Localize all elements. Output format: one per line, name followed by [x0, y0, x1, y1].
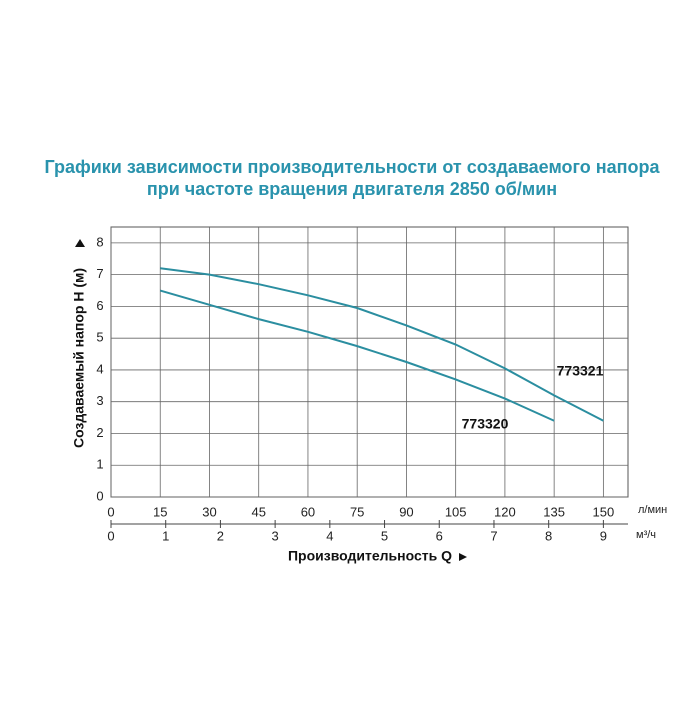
series-label: 773321: [557, 363, 604, 379]
x-tick-label: 30: [202, 504, 216, 519]
x2-tick-label: 8: [545, 528, 552, 543]
x2-tick-label: 7: [490, 528, 497, 543]
x-tick-label: 135: [543, 504, 565, 519]
x2-unit: м³/ч: [636, 529, 656, 541]
series-label: 773320: [462, 416, 509, 432]
chart-title: Графики зависимости производительности о…: [44, 157, 660, 177]
x-tick-label: 150: [593, 504, 615, 519]
y-tick-label: 8: [96, 234, 103, 249]
y-tick-label: 0: [96, 488, 103, 503]
x2-tick-label: 4: [326, 528, 333, 543]
x-tick-label: 90: [399, 504, 413, 519]
x2-tick-label: 6: [436, 528, 443, 543]
y-tick-label: 1: [96, 457, 103, 472]
y-axis-arrow: [75, 239, 85, 247]
x-axis-arrow: [459, 553, 467, 561]
x2-tick-label: 9: [600, 528, 607, 543]
x-unit: л/мин: [638, 504, 667, 516]
x-tick-label: 75: [350, 504, 364, 519]
x-tick-label: 60: [301, 504, 315, 519]
chart-title: при частоте вращения двигателя 2850 об/м…: [147, 179, 557, 199]
y-tick-label: 3: [96, 393, 103, 408]
x2-tick-label: 3: [272, 528, 279, 543]
x-tick-label: 0: [107, 504, 114, 519]
y-tick-label: 2: [96, 425, 103, 440]
x-tick-label: 105: [445, 504, 467, 519]
plot-frame: [110, 226, 629, 498]
x2-tick-label: 1: [162, 528, 169, 543]
x2-tick-label: 2: [217, 528, 224, 543]
x2-tick-label: 5: [381, 528, 388, 543]
series-line: [159, 289, 555, 422]
x-tick-label: 45: [251, 504, 265, 519]
y-axis-label: Создаваемый напор H (м): [71, 268, 87, 448]
series-line: [160, 267, 604, 422]
x-tick-label: 120: [494, 504, 516, 519]
x2-tick-label: 0: [107, 528, 114, 543]
y-tick-label: 4: [96, 361, 103, 376]
x-axis-label: Производительность Q: [288, 548, 452, 564]
y-tick-label: 7: [96, 266, 103, 281]
y-tick-label: 6: [96, 298, 103, 313]
y-tick-label: 5: [96, 330, 103, 345]
x-tick-label: 15: [153, 504, 167, 519]
